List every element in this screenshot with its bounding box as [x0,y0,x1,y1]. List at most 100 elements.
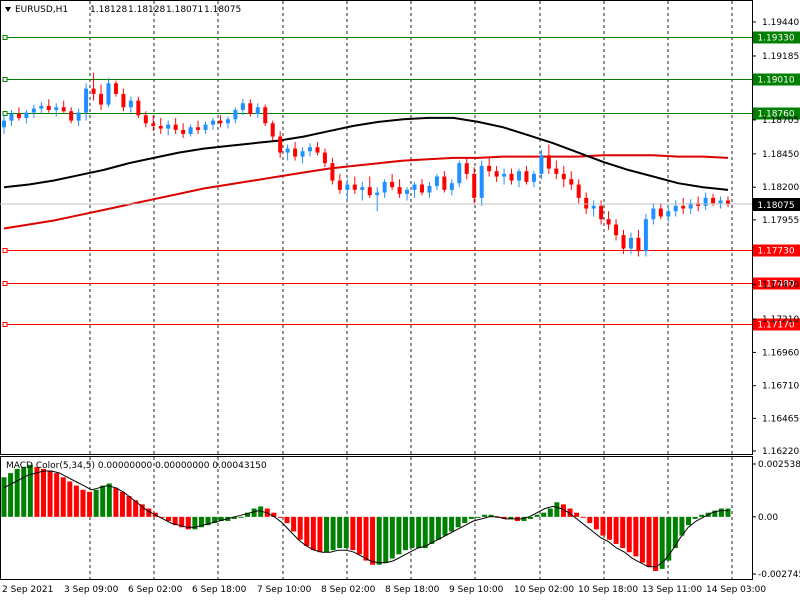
candle-body [106,83,111,105]
macd-bar [481,514,487,517]
macd-bar [238,516,244,518]
macd-bar [626,516,632,553]
candle-body [636,237,641,252]
candle-body [390,181,395,188]
macd-bar [159,516,165,518]
candle-body [696,203,701,206]
macd-bar [113,487,119,517]
level-tag [753,277,800,290]
candle-body [69,111,74,121]
candle-body [248,103,253,114]
macd-bar [692,516,698,519]
level-tag [753,73,800,86]
level-tag-label: 1.19010 [757,76,794,86]
macd-bar [251,508,257,517]
macd-bar [304,516,310,546]
macd-bar [607,516,613,540]
candle-body [502,173,507,177]
macd-bar [337,516,343,549]
macd-bar [422,516,428,549]
candle-body [233,109,238,120]
macd-bar [205,516,211,526]
candle-body [128,100,133,108]
macd-bar [567,508,573,517]
y-tick-label: 1.16465 [762,414,799,424]
candle-body [181,129,186,134]
macd-bar [133,500,139,517]
macd-bar [350,516,356,551]
macd-bar [679,516,685,536]
macd-bar [277,516,283,518]
macd-bar [429,516,435,544]
y-tick-label: 1.16220 [762,447,799,457]
macd-bar [100,485,106,517]
candle-body [651,208,656,220]
candle-body [576,184,581,198]
level-handle[interactable] [2,248,8,253]
candle-body [688,203,693,209]
horizontal-levels[interactable]: 1.19330 1.19010 1.18760 1.17730 1.17480 1.171… [2,31,800,331]
y-tick-label: 1.18705 [762,116,799,126]
x-tick-label: 3 Sep 09:00 [64,585,119,595]
x-tick-label: 10 Sep 18:00 [578,585,638,595]
candle-body [621,235,626,249]
level-handle[interactable] [2,322,8,327]
candle-body [479,165,484,198]
level-handle[interactable] [2,77,8,82]
level-handle[interactable] [2,35,8,40]
candle-body [457,163,462,184]
macd-bar [284,516,290,524]
macd-y-tick-label: 0.00 [758,513,778,523]
level-tag-label: 1.17480 [757,280,794,290]
macd-bar [501,516,507,519]
macd-bar [291,516,297,532]
candle-body [158,125,163,129]
x-tick-label: 6 Sep 02:00 [128,585,183,595]
level-handle[interactable] [2,281,8,286]
candle-body [397,187,402,194]
y-tick-label: 1.17470 [762,280,799,290]
macd-bar [192,516,198,530]
macd-bar [245,512,251,517]
level-tag [753,318,800,331]
candle-body [39,105,44,109]
candle-body [263,107,268,124]
candle-body [136,100,141,116]
candle-body [322,152,327,164]
macd-bar [442,516,448,536]
y-tick-label: 1.17210 [762,315,799,325]
price-axis: 1.19440 1.19185 1.18705 1.18450 1.18200 1.179… [752,18,799,457]
macd-bar [389,516,395,559]
macd-bar [363,516,369,561]
macd-bar [21,466,27,517]
macd-bar [172,516,178,526]
y-tick-label: 1.19440 [762,18,799,28]
candle-body [360,187,365,190]
candle-body [427,185,432,193]
macd-bar [166,516,172,522]
macd-bar [528,516,534,519]
time-axis: 2 Sep 2021 3 Sep 09:00 6 Sep 02:00 6 Sep 18… [2,585,766,595]
candle-body [24,112,29,118]
candle-body [278,136,283,153]
macd-bar [455,516,461,528]
candle-body [405,189,410,194]
level-handle[interactable] [2,111,8,116]
candle-body [91,88,96,94]
candle-body [711,197,716,204]
symbol-dropdown-icon[interactable] [5,7,11,12]
macd-bar [146,508,152,517]
candle-body [584,197,589,209]
current-price-label: 1.18075 [757,201,794,211]
candle-body [113,83,118,94]
macd-bar [475,516,481,518]
candle-body [449,183,454,190]
candle-body [61,107,66,112]
macd-bar [435,516,441,540]
macd-bar [672,516,678,549]
macd-bar [60,477,66,517]
macd-bar [659,516,665,569]
candle-body [509,173,514,181]
candle-body [173,124,178,130]
